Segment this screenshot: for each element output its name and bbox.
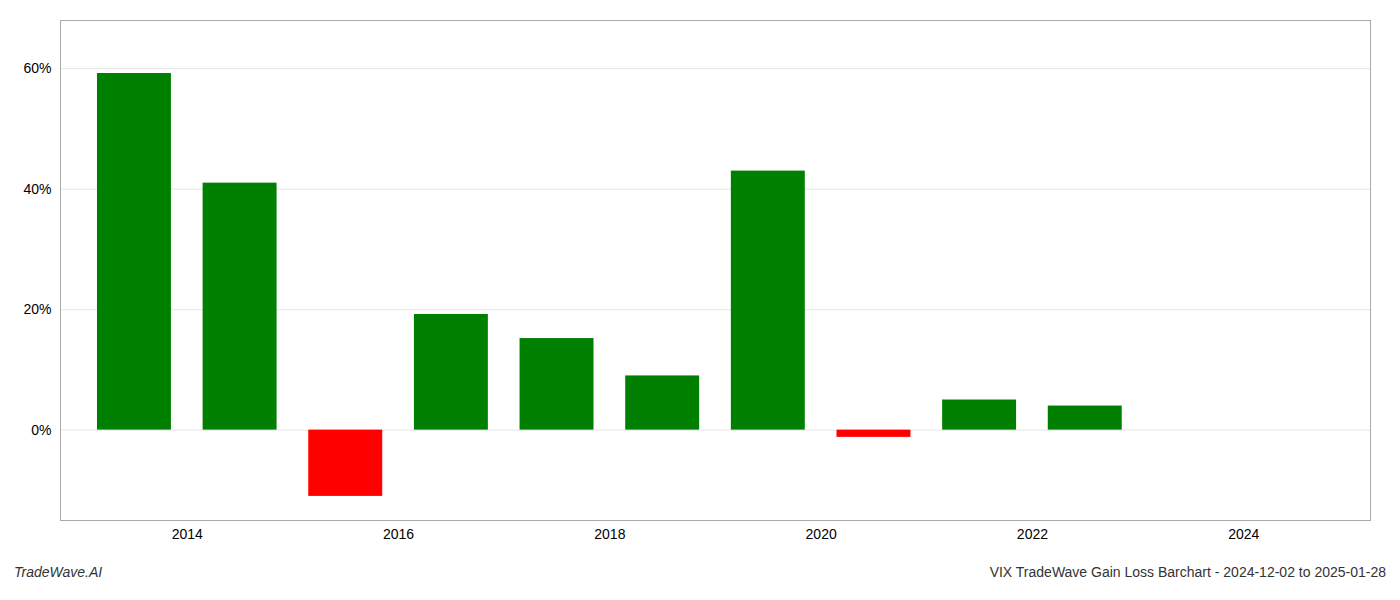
svg-text:2014: 2014 [172,526,203,542]
svg-text:40%: 40% [23,181,51,197]
svg-text:2024: 2024 [1228,526,1259,542]
svg-text:20%: 20% [23,301,51,317]
svg-text:2018: 2018 [594,526,625,542]
svg-text:2020: 2020 [806,526,837,542]
html-text:VIX TradeWave Gain Loss Barcha: VIX TradeWave Gain Loss Barchart - 2024-… [989,564,1386,580]
svg-text:2016: 2016 [383,526,414,542]
html-text:TradeWave.AI: TradeWave.AI [14,564,103,580]
svg-text:60%: 60% [23,60,51,76]
svg-text:0%: 0% [31,422,51,438]
svg-text:2022: 2022 [1017,526,1048,542]
